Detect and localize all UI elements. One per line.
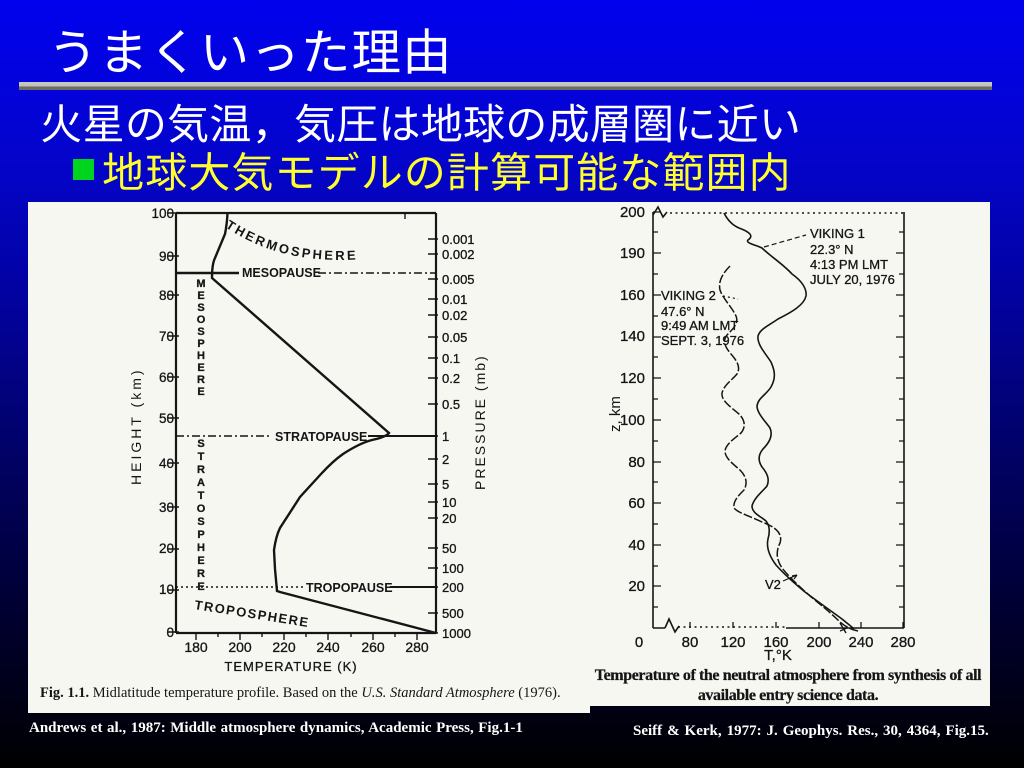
svg-text:H: H bbox=[197, 350, 205, 362]
svg-text:5: 5 bbox=[442, 477, 449, 492]
svg-text:T: T bbox=[198, 490, 205, 502]
svg-text:22.3° N: 22.3° N bbox=[810, 242, 854, 257]
svg-text:200: 200 bbox=[806, 634, 831, 651]
svg-text:R: R bbox=[197, 464, 205, 476]
svg-text:200: 200 bbox=[442, 580, 464, 595]
svg-text:E: E bbox=[197, 581, 204, 593]
svg-text:20: 20 bbox=[442, 511, 456, 526]
svg-text:20: 20 bbox=[628, 578, 645, 595]
svg-text:Fig. 1.1. Midlatitude tempera: Fig. 1.1. Midlatitude temperature profil… bbox=[40, 685, 561, 701]
svg-text:S: S bbox=[197, 302, 204, 314]
svg-text:2: 2 bbox=[442, 452, 449, 467]
svg-text:TEMPERATURE (K): TEMPERATURE (K) bbox=[224, 659, 357, 674]
svg-text:500: 500 bbox=[442, 606, 464, 621]
svg-text:T,°K: T,°K bbox=[764, 647, 792, 664]
svg-text:120: 120 bbox=[620, 370, 645, 387]
svg-text:4:13 PM LMT: 4:13 PM LMT bbox=[810, 257, 888, 272]
svg-text:available entry science data.: available entry science data. bbox=[698, 687, 879, 704]
svg-text:140: 140 bbox=[620, 328, 645, 345]
svg-text:H: H bbox=[197, 542, 205, 554]
svg-text:E: E bbox=[197, 555, 204, 567]
svg-text:PRESSURE (mb): PRESSURE (mb) bbox=[472, 354, 488, 490]
svg-text:160: 160 bbox=[620, 287, 645, 304]
svg-text:0: 0 bbox=[166, 625, 174, 640]
svg-text:120: 120 bbox=[720, 634, 745, 651]
svg-text:TROPOPAUSE: TROPOPAUSE bbox=[306, 581, 393, 595]
svg-text:100: 100 bbox=[442, 561, 464, 576]
svg-text:80: 80 bbox=[628, 454, 645, 471]
svg-text:R: R bbox=[197, 568, 205, 580]
svg-text:HEIGHT (km): HEIGHT (km) bbox=[128, 367, 144, 485]
svg-text:0.1: 0.1 bbox=[442, 351, 460, 366]
svg-text:80: 80 bbox=[159, 288, 174, 303]
svg-text:R: R bbox=[197, 374, 205, 386]
svg-text:S: S bbox=[197, 438, 204, 450]
svg-text:T: T bbox=[198, 451, 205, 463]
svg-text:160: 160 bbox=[763, 634, 788, 651]
svg-text:THERMOSPHERE: THERMOSPHERE bbox=[223, 217, 358, 263]
svg-text:MESOPAUSE: MESOPAUSE bbox=[242, 266, 321, 280]
svg-text:60: 60 bbox=[159, 370, 174, 385]
svg-text:E: E bbox=[197, 290, 204, 302]
svg-text:M: M bbox=[196, 278, 205, 290]
svg-text:VIKING 1: VIKING 1 bbox=[810, 226, 865, 241]
svg-text:240: 240 bbox=[316, 639, 340, 655]
svg-text:0.005: 0.005 bbox=[442, 272, 475, 287]
svg-text:A: A bbox=[197, 477, 205, 489]
svg-text:SEPT. 3, 1976: SEPT. 3, 1976 bbox=[661, 333, 744, 348]
svg-text:200: 200 bbox=[620, 204, 645, 221]
svg-text:50: 50 bbox=[442, 541, 456, 556]
svg-text:10: 10 bbox=[159, 582, 174, 597]
svg-text:VIKING 2: VIKING 2 bbox=[661, 288, 716, 303]
svg-text:240: 240 bbox=[848, 634, 873, 651]
svg-text:40: 40 bbox=[159, 456, 174, 471]
svg-text:50: 50 bbox=[159, 411, 174, 426]
svg-text:O: O bbox=[197, 314, 206, 326]
svg-text:0.002: 0.002 bbox=[442, 247, 475, 262]
svg-text:JULY 20, 1976: JULY 20, 1976 bbox=[810, 272, 895, 287]
svg-text:9:49 AM LMT: 9:49 AM LMT bbox=[661, 318, 738, 333]
svg-text:0.5: 0.5 bbox=[442, 397, 460, 412]
svg-text:280: 280 bbox=[890, 634, 915, 651]
svg-text:40: 40 bbox=[628, 537, 645, 554]
svg-text:0.001: 0.001 bbox=[442, 232, 475, 247]
svg-text:0: 0 bbox=[635, 634, 643, 651]
svg-text:180: 180 bbox=[184, 639, 208, 655]
svg-text:100: 100 bbox=[620, 412, 645, 429]
svg-text:z, km: z, km bbox=[607, 396, 624, 432]
svg-text:90: 90 bbox=[159, 249, 174, 264]
svg-text:220: 220 bbox=[272, 639, 296, 655]
svg-text:30: 30 bbox=[159, 500, 174, 515]
svg-text:S: S bbox=[197, 516, 204, 528]
svg-text:1000: 1000 bbox=[442, 626, 471, 641]
svg-text:O: O bbox=[197, 503, 206, 515]
svg-text:Temperature of the neutral atm: Temperature of the neutral atmosphere fr… bbox=[595, 667, 982, 684]
svg-text:0.02: 0.02 bbox=[442, 308, 467, 323]
svg-text:1: 1 bbox=[442, 429, 449, 444]
svg-text:TROPOSPHERE: TROPOSPHERE bbox=[194, 597, 311, 630]
svg-text:20: 20 bbox=[159, 541, 174, 556]
svg-text:10: 10 bbox=[442, 495, 456, 510]
svg-text:47.6° N: 47.6° N bbox=[661, 304, 705, 319]
svg-text:0.2: 0.2 bbox=[442, 371, 460, 386]
svg-text:P: P bbox=[197, 529, 204, 541]
svg-text:V2: V2 bbox=[765, 577, 781, 592]
svg-text:STRATOPAUSE: STRATOPAUSE bbox=[275, 430, 367, 444]
svg-text:E: E bbox=[197, 386, 204, 398]
svg-text:0.05: 0.05 bbox=[442, 330, 467, 345]
svg-text:280: 280 bbox=[405, 639, 429, 655]
svg-text:80: 80 bbox=[682, 634, 699, 651]
svg-text:190: 190 bbox=[620, 245, 645, 262]
svg-text:200: 200 bbox=[228, 639, 252, 655]
svg-text:70: 70 bbox=[159, 329, 174, 344]
svg-text:100: 100 bbox=[151, 206, 174, 221]
svg-text:260: 260 bbox=[361, 639, 385, 655]
svg-text:60: 60 bbox=[628, 495, 645, 512]
svg-text:E: E bbox=[197, 362, 204, 374]
svg-text:P: P bbox=[197, 338, 204, 350]
svg-text:S: S bbox=[197, 326, 204, 338]
svg-text:0.01: 0.01 bbox=[442, 292, 467, 307]
